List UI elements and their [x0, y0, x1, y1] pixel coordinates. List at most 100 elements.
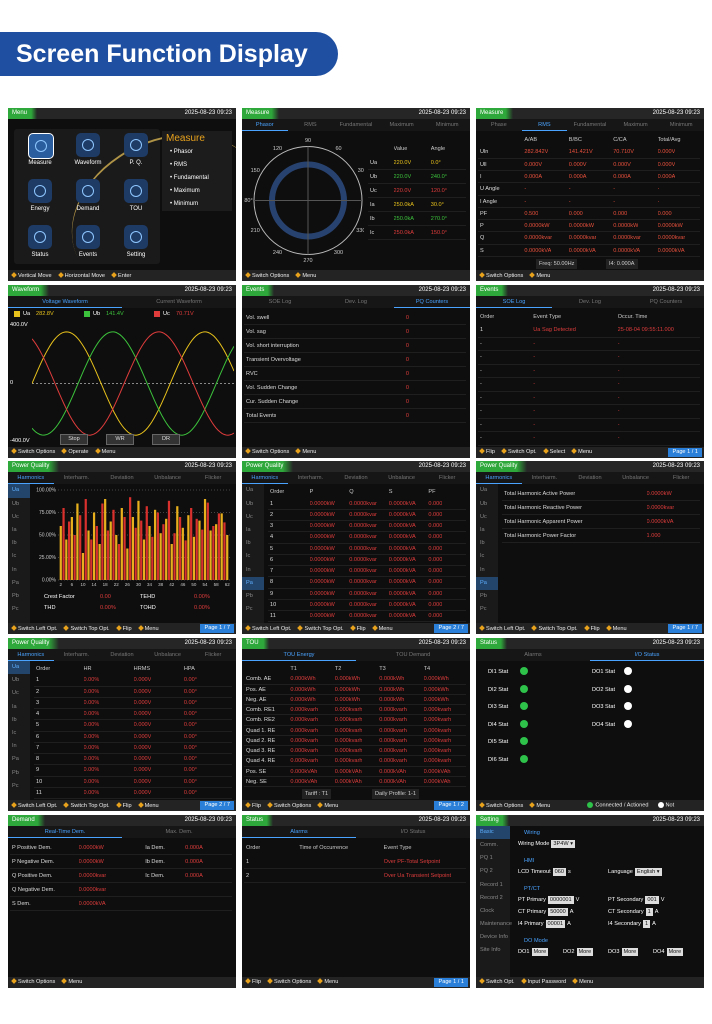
- row-label: 2: [36, 688, 40, 695]
- value-cell: 0.0000kvar: [657, 235, 686, 242]
- value-cell: 150.0°: [430, 230, 447, 236]
- value-cell: 0.000kvarh: [379, 727, 407, 734]
- setting-value: 50000: [548, 907, 568, 916]
- side-menu: Ua Ub Uc Ia Ib Ic In Pa Pb Pc: [8, 661, 30, 801]
- row-label: Ia: [370, 202, 375, 208]
- value-cell: 0.00°: [183, 744, 197, 751]
- footer-hint: Menu: [139, 626, 159, 632]
- value-cell: 0.00%: [83, 778, 100, 785]
- row-divider: [244, 724, 466, 726]
- clock: 2025-08-23 09:23: [652, 110, 700, 116]
- value-cell: 0.0000kW: [657, 223, 683, 230]
- footer-hint: Switch Top Opt.: [64, 803, 109, 809]
- row-label: -: [480, 367, 482, 374]
- section-title: DO Mode: [524, 937, 548, 944]
- screen-label: Events: [242, 284, 275, 296]
- value-cell: 0.000kWh: [290, 676, 316, 683]
- legend-text: Not: [665, 802, 675, 809]
- harmonic-bar: [165, 519, 168, 581]
- value-cell: 120.0°: [430, 188, 447, 194]
- footer-bar: Switch Left Opt. Switch Top Opt. Flip Menu P…: [242, 623, 470, 635]
- row-label: 1: [270, 500, 274, 507]
- row-divider: [268, 598, 466, 600]
- y-tick-label: 100.00%: [36, 488, 56, 494]
- legend-item: Connected / Actioned: [587, 802, 649, 809]
- column-header: Q: [349, 489, 354, 496]
- side-menu: Basic Comm. PQ 1 PQ 2 Record 1 Record 2 Clock M…: [476, 825, 512, 977]
- tab: Fundamental: [339, 122, 373, 128]
- harmonic-bar: [140, 520, 143, 581]
- value-cell: 0.000: [428, 511, 443, 518]
- value-cell: 250.0kA: [393, 202, 415, 208]
- harmonic-bar: [206, 502, 209, 581]
- row-divider: [268, 531, 466, 533]
- screen-panel: Menu 2025-08-23 09:23 Vertical Move Horizon…: [8, 108, 236, 281]
- page-indicator: Page 2 / 7: [200, 801, 234, 811]
- value-cell: 0.00%: [83, 756, 100, 763]
- tab-bar: SOE Log Dev. Log PQ Counters: [242, 295, 470, 308]
- value-cell: 0.000kWh: [423, 676, 449, 683]
- setting-text: PT Secondary: [608, 896, 644, 903]
- harmonic-bar: [190, 508, 193, 581]
- row-divider: [34, 730, 232, 732]
- screen-panel: Power Quality 2025-08-23 09:23 Harmonics In…: [8, 461, 236, 635]
- side-item: Pc: [246, 606, 253, 613]
- value-cell: 0.0000kVA: [388, 579, 416, 586]
- setting-field: CT Primary 50000 A: [518, 907, 573, 916]
- row-label: 11: [270, 613, 276, 620]
- side-item: Pa: [12, 579, 19, 586]
- value-cell: 0.00°: [183, 733, 197, 740]
- value-cell: 0.000kWh: [423, 696, 449, 703]
- value-cell: 0: [405, 328, 409, 335]
- banner-title: Screen Function Display: [0, 32, 338, 76]
- tab: Max. Dem.: [165, 828, 193, 835]
- harmonic-bar: [167, 501, 171, 581]
- harmonic-bar: [217, 513, 221, 581]
- value-cell: -: [524, 186, 527, 193]
- menu-label: Measure: [28, 160, 52, 166]
- value-cell: 0.000: [428, 500, 443, 507]
- value-cell: 0.000kWh: [423, 686, 449, 693]
- value-cell: 0.0000kvar: [646, 505, 675, 512]
- harmonic-bar: [215, 524, 218, 581]
- value-cell: 0: [405, 398, 409, 405]
- value-cell: 0.00%: [83, 744, 100, 751]
- value-cell: 0.0000kvar: [349, 523, 377, 530]
- row-divider: [502, 500, 700, 502]
- value-cell: 0.000kvarh: [423, 717, 452, 724]
- angle-label: 30: [358, 168, 364, 174]
- value-cell: 0.000kVAh: [379, 778, 407, 785]
- footer-hint: Switch Options: [268, 803, 311, 809]
- side-item: Device Info: [480, 934, 508, 941]
- value-cell: 0.0000kW: [309, 579, 335, 586]
- setting-value: More: [666, 947, 684, 956]
- row-divider: [368, 169, 466, 170]
- row-divider: [244, 755, 466, 757]
- row-divider: [244, 683, 466, 685]
- row-divider: [268, 610, 466, 612]
- value-cell: 0.000kvarh: [379, 748, 407, 755]
- row-label: 9: [270, 590, 274, 597]
- icon-glyph: [35, 140, 47, 152]
- setting-value: More: [576, 947, 594, 956]
- value-cell: 0.000A: [613, 173, 631, 180]
- screen-panel: Measure 2025-08-23 09:23 Phase RMS Fundament…: [476, 108, 704, 281]
- side-item: In: [12, 743, 17, 750]
- page-indicator: Page 1 / 1: [434, 977, 468, 987]
- value-cell: 0.000A: [185, 844, 203, 851]
- harmonic-bar: [112, 510, 115, 581]
- footer-hint: Menu: [96, 449, 116, 455]
- row-divider: [502, 542, 700, 544]
- setting-field: LCD Timeout 060 s: [518, 867, 571, 876]
- stat-label: TEHD: [140, 594, 156, 601]
- side-item: Pa: [476, 576, 498, 590]
- setting-text: DO2: [563, 948, 575, 955]
- footer-hint: Flip: [351, 626, 366, 632]
- tab: Phasor: [242, 119, 288, 131]
- row-divider: [478, 157, 700, 159]
- value-cell: 0.0000kvar: [349, 579, 377, 586]
- header-bar: Measure 2025-08-23 09:23: [476, 108, 704, 119]
- tab: Flicker: [672, 475, 690, 482]
- value-cell: 30.0°: [430, 202, 444, 208]
- row-divider: [244, 365, 466, 367]
